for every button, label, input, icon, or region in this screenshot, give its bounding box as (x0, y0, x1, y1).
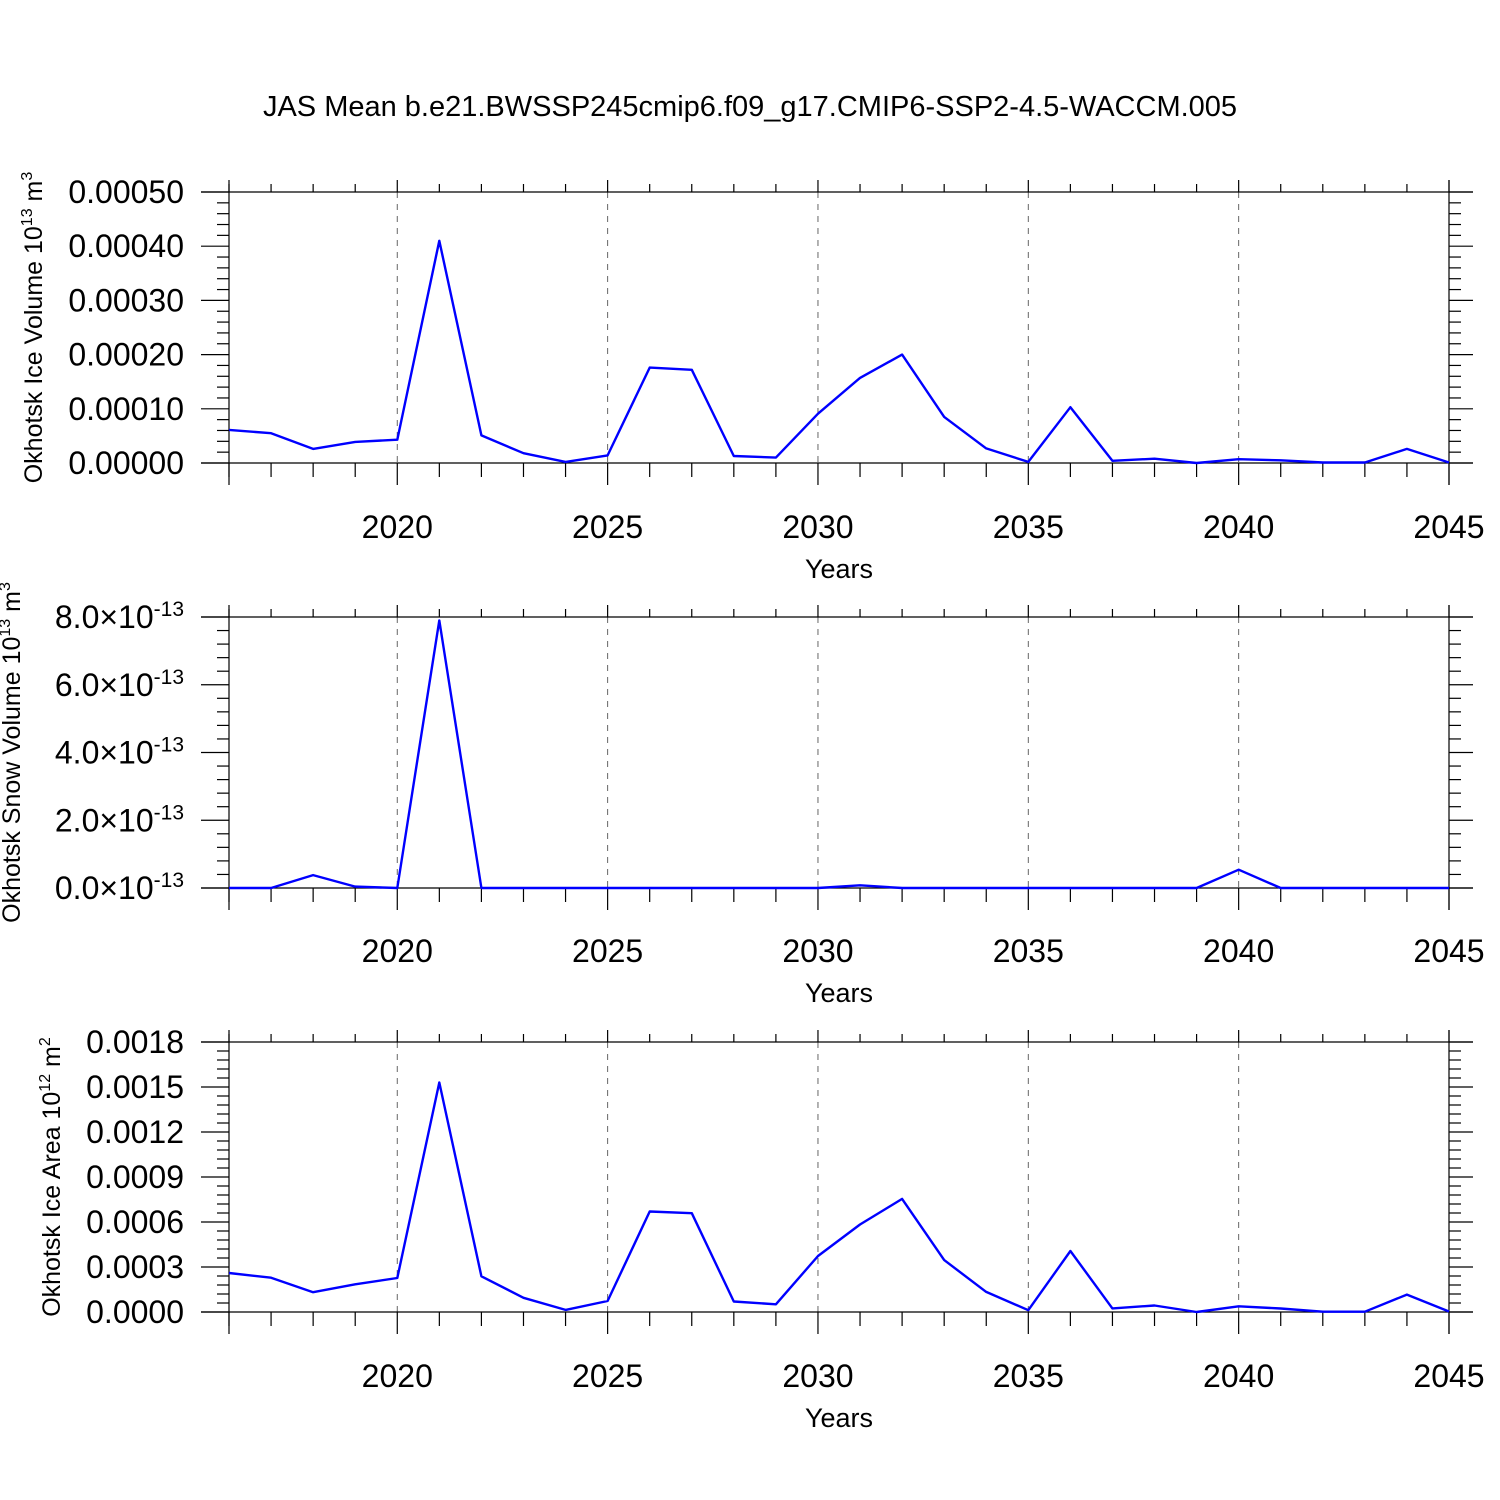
panel-1: 0.00000 0.00010 0.00020 0.00030 0.00040 0.000… (19, 172, 1485, 584)
panel-2: 0.0×10-13 2.0×10-13 4.0×10-13 6.0×10-13 8.0×… (0, 582, 1485, 1008)
x-tick-label: 2030 (782, 509, 853, 545)
x-tick-label: 2040 (1203, 509, 1274, 545)
y-axis-label: Okhotsk Snow Volume 1013 m3 (0, 582, 26, 923)
y-tick-label: 0.00030 (68, 282, 184, 318)
series-line (228, 1081, 1450, 1314)
panel-3: 0.0000 0.0003 0.0006 0.0009 0.0012 0.0015 0.00… (37, 1024, 1485, 1433)
y-tick-label: 0.0003 (86, 1249, 184, 1285)
y-tick-label: 0.0×10-13 (55, 869, 184, 906)
x-tick-label: 2045 (1413, 1358, 1484, 1394)
x-tick-label: 2035 (993, 933, 1064, 969)
x-axis-label: Years (805, 554, 873, 584)
y-tick-label: 0.0012 (86, 1114, 184, 1150)
x-tick-label: 2020 (362, 509, 433, 545)
y-tick-label: 8.0×10-13 (55, 598, 184, 635)
x-axis-label: Years (805, 978, 873, 1008)
x-tick-label: 2025 (572, 509, 643, 545)
y-tick-label: 0.0009 (86, 1159, 184, 1195)
y-tick-label: 0.00000 (68, 445, 184, 481)
y-tick-label: 6.0×10-13 (55, 666, 184, 703)
x-tick-label: 2035 (993, 509, 1064, 545)
y-tick-label: 0.00020 (68, 337, 184, 373)
x-axis-label: Years (805, 1403, 873, 1433)
x-tick-label: 2040 (1203, 933, 1274, 969)
y-tick-label: 0.00010 (68, 391, 184, 427)
y-axis-label: Okhotsk Ice Area 1012 m2 (37, 1037, 66, 1317)
y-tick-label: 0.0006 (86, 1204, 184, 1240)
x-tick-label: 2045 (1413, 933, 1484, 969)
y-tick-label: 0.0015 (86, 1069, 184, 1105)
x-tick-label: 2025 (572, 933, 643, 969)
chart-title: JAS Mean b.e21.BWSSP245cmip6.f09_g17.CMI… (263, 91, 1237, 123)
x-tick-label: 2030 (782, 1358, 853, 1394)
y-tick-label: 4.0×10-13 (55, 734, 184, 771)
series-line (229, 619, 1449, 890)
y-tick-label: 0.00050 (68, 174, 184, 210)
x-tick-label: 2045 (1413, 509, 1484, 545)
y-axis-label: Okhotsk Ice Volume 1013 m3 (19, 172, 48, 484)
x-tick-label: 2035 (993, 1358, 1064, 1394)
x-tick-label: 2025 (572, 1358, 643, 1394)
x-tick-label: 2020 (362, 1358, 433, 1394)
series-line (228, 239, 1450, 465)
y-tick-label: 0.00040 (68, 228, 184, 264)
y-tick-label: 0.0000 (86, 1294, 184, 1330)
x-tick-label: 2030 (782, 933, 853, 969)
x-tick-label: 2020 (362, 933, 433, 969)
y-tick-label: 2.0×10-13 (55, 801, 184, 838)
y-tick-label: 0.0018 (86, 1024, 184, 1060)
x-tick-label: 2040 (1203, 1358, 1274, 1394)
